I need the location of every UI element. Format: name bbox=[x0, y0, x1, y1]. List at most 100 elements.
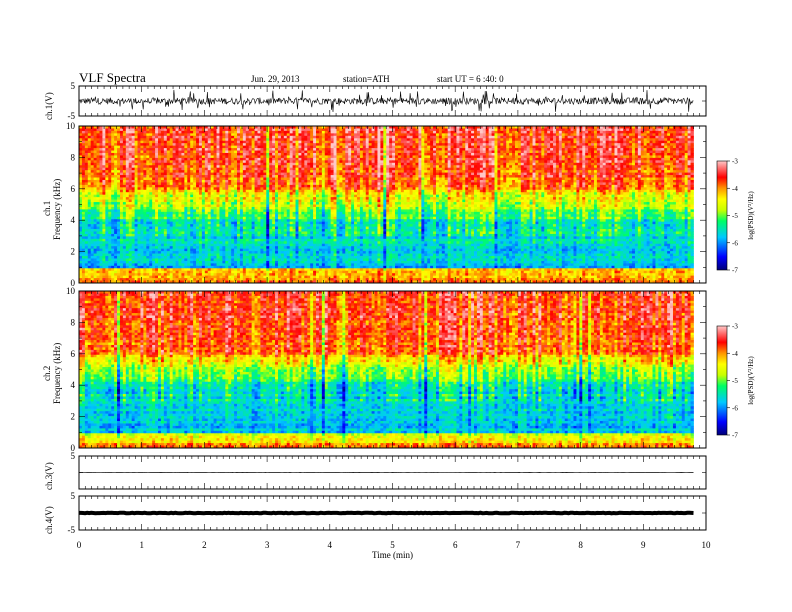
spectrogram-cell bbox=[348, 177, 352, 181]
spectrogram-cell bbox=[321, 140, 326, 144]
spectrogram-cell bbox=[450, 133, 454, 137]
spectrogram-cell bbox=[646, 138, 650, 142]
spectrogram-cell bbox=[573, 145, 577, 149]
spectrogram-cell bbox=[640, 145, 645, 149]
spectrogram-cell bbox=[596, 130, 601, 134]
spectrogram-cell bbox=[424, 152, 428, 156]
spectrogram-cell bbox=[149, 172, 153, 176]
spectrogram-cell bbox=[257, 133, 261, 137]
spectrogram-cell bbox=[298, 133, 302, 137]
spectrogram-cell bbox=[386, 148, 390, 151]
spectrogram-cell bbox=[380, 143, 384, 147]
spectrogram-cell bbox=[690, 148, 694, 151]
spectrogram-cell bbox=[111, 126, 115, 129]
spectrogram-cell bbox=[503, 143, 507, 147]
spectrogram-cell bbox=[658, 170, 662, 174]
spectrogram-cell bbox=[351, 177, 355, 181]
spectrogram-cell bbox=[672, 138, 677, 142]
spectrogram-cell bbox=[447, 138, 452, 142]
spectrogram-cell bbox=[377, 172, 381, 176]
spectrogram-cell bbox=[158, 170, 162, 174]
spectrogram-cell bbox=[602, 148, 607, 151]
spectrogram-cell bbox=[520, 152, 525, 156]
spectrogram-cell bbox=[529, 175, 533, 178]
spectrogram-cell bbox=[152, 135, 156, 139]
spectrogram-cell bbox=[102, 128, 106, 132]
spectrogram-cell bbox=[155, 128, 159, 132]
spectrogram-cell bbox=[251, 150, 255, 154]
spectrogram-cell bbox=[348, 133, 352, 137]
spectrogram-cell bbox=[84, 140, 89, 144]
spectrogram-cell bbox=[342, 152, 346, 156]
spectrogram-cell bbox=[620, 179, 624, 183]
spectrogram-cell bbox=[160, 182, 165, 186]
spectrogram-cell bbox=[289, 175, 293, 178]
spectrogram-cell bbox=[242, 167, 247, 171]
spectrogram-cell bbox=[339, 133, 343, 137]
spectrogram-cell bbox=[333, 150, 337, 154]
spectrogram-cell bbox=[687, 167, 691, 171]
spectrogram-cell bbox=[96, 150, 100, 154]
spectrogram-cell bbox=[564, 177, 569, 181]
spectrogram-cell bbox=[339, 145, 343, 149]
spectrogram-cell bbox=[181, 172, 185, 176]
spectrogram-cell bbox=[474, 179, 478, 183]
spectrogram-cell bbox=[687, 155, 691, 159]
spectrogram-cell bbox=[497, 157, 501, 161]
spectrogram-cell bbox=[146, 165, 150, 169]
spectrogram-cell bbox=[397, 145, 402, 149]
spectrogram-cell bbox=[190, 143, 194, 147]
spectrogram-cell bbox=[652, 145, 656, 149]
spectrogram-cell bbox=[105, 143, 109, 147]
spectrogram-cell bbox=[149, 143, 153, 147]
spectrogram-cell bbox=[289, 133, 293, 137]
spectrogram-cell bbox=[272, 179, 276, 183]
spectrogram-cell bbox=[330, 140, 334, 144]
spectrogram-cell bbox=[119, 138, 124, 142]
spectrogram-cell bbox=[122, 155, 127, 159]
spectrogram-cell bbox=[512, 167, 516, 171]
spectrogram-cell bbox=[474, 177, 478, 181]
spectrogram-cell bbox=[225, 175, 229, 178]
spectrogram-cell bbox=[427, 145, 431, 149]
spectrogram-cell bbox=[535, 179, 539, 183]
spectrogram-cell bbox=[280, 126, 285, 129]
spectrogram-cell bbox=[280, 155, 285, 159]
spectrogram-cell bbox=[608, 140, 612, 144]
spectrogram-cell bbox=[646, 126, 650, 129]
spectrogram-cell bbox=[231, 170, 235, 174]
spectrogram-cell bbox=[105, 126, 109, 129]
spectrogram-cell bbox=[462, 140, 466, 144]
spectrogram-cell bbox=[599, 140, 604, 144]
spectrogram-cell bbox=[210, 143, 214, 147]
spectrogram-cell bbox=[79, 133, 83, 137]
spectrogram-cell bbox=[421, 177, 425, 181]
spectrogram-cell bbox=[114, 143, 118, 147]
spectrogram-cell bbox=[266, 148, 270, 151]
spectrogram-cell bbox=[564, 162, 569, 166]
spectrogram-cell bbox=[573, 167, 577, 171]
spectrogram-cell bbox=[193, 155, 197, 159]
spectrogram-cell bbox=[201, 143, 206, 147]
spectrogram-cell bbox=[178, 167, 182, 171]
spectrogram-cell bbox=[474, 138, 478, 142]
spectrogram-cell bbox=[512, 177, 516, 181]
spectrogram-cell bbox=[81, 179, 86, 183]
spectrogram-cell bbox=[383, 177, 387, 181]
spectrogram-cell bbox=[245, 145, 250, 149]
spectrogram-cell bbox=[269, 145, 273, 149]
spectrogram-cell bbox=[681, 130, 686, 134]
spectrogram-cell bbox=[128, 148, 133, 151]
spectrogram-cell bbox=[643, 140, 648, 144]
spectrogram-cell bbox=[222, 182, 226, 186]
spectrogram-cell bbox=[181, 133, 185, 137]
spectrogram-cell bbox=[491, 175, 495, 178]
spectrogram-cell bbox=[520, 170, 525, 174]
spectrogram-cell bbox=[377, 157, 381, 161]
spectrogram-cell bbox=[529, 157, 533, 161]
spectrogram-cell bbox=[406, 175, 411, 178]
spectrogram-cell bbox=[166, 165, 171, 169]
spectrogram-cell bbox=[339, 157, 343, 161]
spectrogram-cell bbox=[225, 182, 229, 186]
spectrogram-cell bbox=[175, 138, 179, 142]
